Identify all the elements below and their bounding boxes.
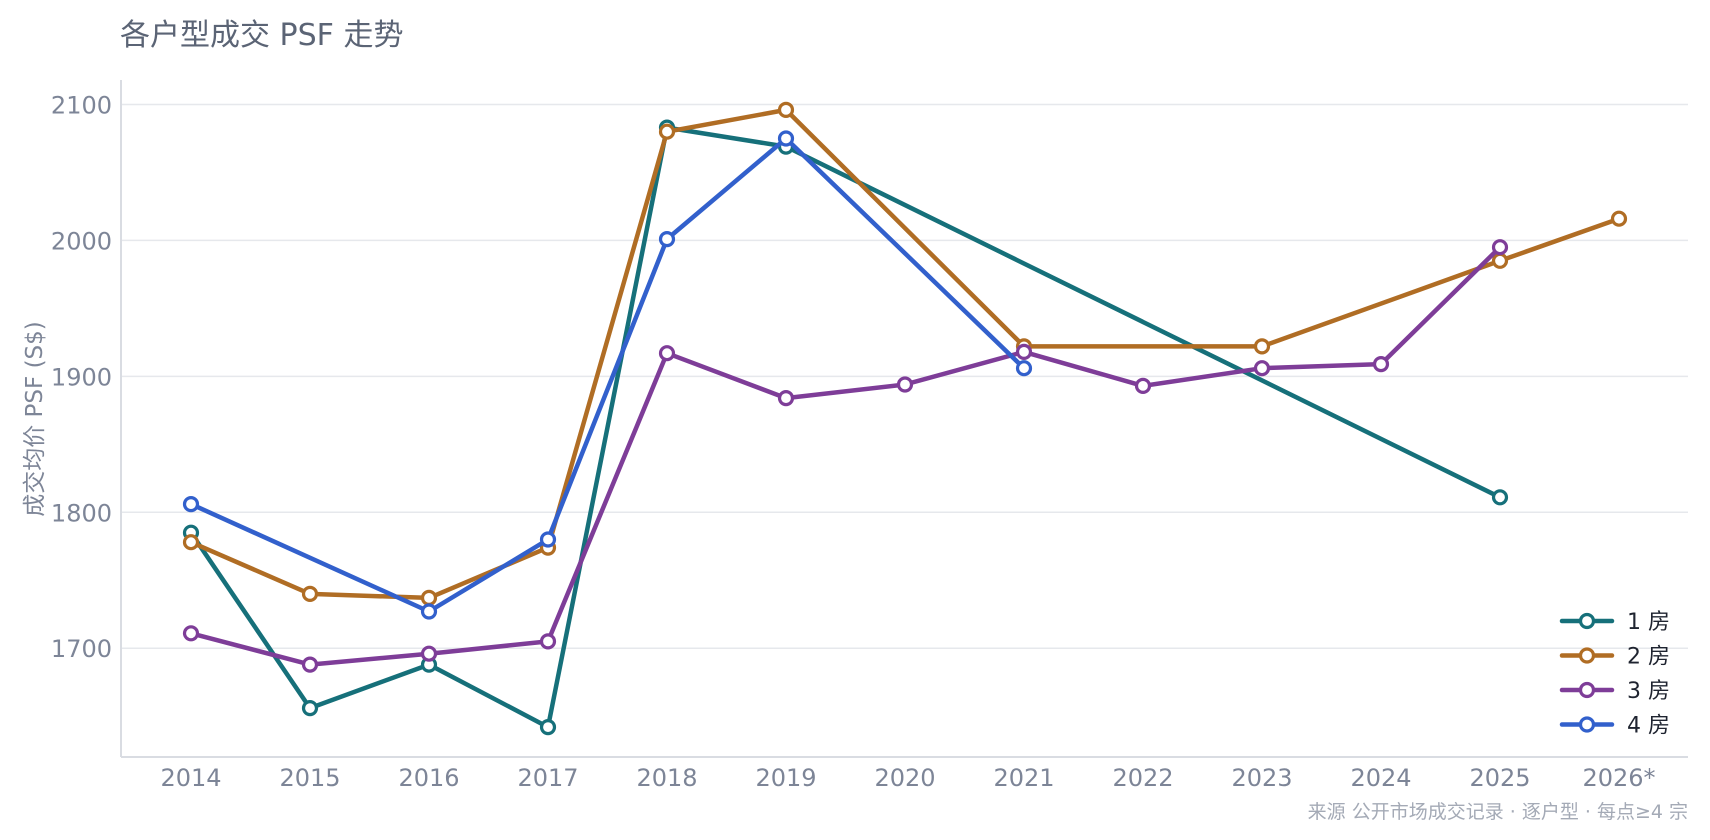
data-point <box>420 645 438 662</box>
data-point <box>539 531 557 548</box>
y-tick-label: 2000 <box>51 227 112 255</box>
x-tick-label: 2024 <box>1350 764 1411 792</box>
y-tick-label: 1800 <box>51 499 112 527</box>
data-point <box>658 123 676 140</box>
legend-item: 2 房 <box>1559 645 1670 670</box>
data-point <box>658 345 676 362</box>
legend-label: 3 房 <box>1627 679 1670 704</box>
gridlines <box>121 103 1688 649</box>
data-point <box>1253 360 1271 377</box>
legend-item: 3 房 <box>1559 679 1670 704</box>
x-tick-label: 2014 <box>160 764 221 792</box>
data-point <box>182 534 200 551</box>
series-line <box>188 136 1027 614</box>
series-1 <box>182 119 1509 736</box>
legend-item: 4 房 <box>1559 714 1670 739</box>
data-point <box>1015 343 1033 360</box>
data-point <box>539 718 557 736</box>
data-point <box>777 101 795 119</box>
x-tick-label: 2022 <box>1112 764 1173 792</box>
series-3 <box>182 239 1509 673</box>
series-4 <box>182 130 1033 620</box>
data-point <box>420 603 438 620</box>
x-axis-ticks: 2014 2015 2016 2017 2018 2019 2020 2021 2022 2023… <box>160 764 1655 792</box>
y-axis-label: 成交均价 PSF (S$) <box>22 321 48 517</box>
data-point <box>301 585 319 603</box>
y-tick-label: 1900 <box>51 363 112 391</box>
legend-swatch-marker <box>1578 681 1596 699</box>
x-tick-label: 2026* <box>1582 764 1655 792</box>
chart-title: 各户型成交 PSF 走势 <box>120 18 403 53</box>
x-tick-label: 2025 <box>1469 764 1530 792</box>
x-tick-label: 2021 <box>993 764 1054 792</box>
legend-swatch-marker <box>1578 716 1596 733</box>
x-tick-label: 2020 <box>874 764 935 792</box>
series-group <box>182 101 1628 736</box>
source-note: 来源 公开市场成交记录 · 逐户型 · 每点≥4 宗 <box>1308 801 1688 823</box>
series-line <box>188 244 1503 667</box>
data-point <box>182 625 200 642</box>
data-point <box>301 656 319 673</box>
y-tick-label: 2100 <box>51 91 112 119</box>
legend-label: 4 房 <box>1627 714 1670 739</box>
data-point <box>1491 239 1509 256</box>
data-point <box>182 496 200 513</box>
legend: 1 房 2 房 3 房 4 房 <box>1559 610 1670 739</box>
x-tick-label: 2016 <box>398 764 459 792</box>
data-point <box>896 376 914 393</box>
data-point <box>301 699 319 717</box>
data-point <box>1134 377 1152 394</box>
data-point <box>1610 210 1628 227</box>
data-point <box>1491 489 1509 506</box>
series-line <box>188 125 1503 730</box>
data-point <box>777 390 795 407</box>
series-line <box>188 107 1622 601</box>
data-point <box>658 231 676 248</box>
series-2 <box>182 101 1628 607</box>
x-tick-label: 2017 <box>517 764 578 792</box>
legend-swatch-marker <box>1578 612 1596 630</box>
legend-label: 1 房 <box>1627 610 1670 635</box>
y-axis-ticks: 1700 1800 1900 2000 2100 <box>51 91 112 663</box>
data-point <box>539 633 557 650</box>
x-tick-label: 2023 <box>1231 764 1292 792</box>
legend-item: 1 房 <box>1559 610 1670 635</box>
x-tick-label: 2018 <box>636 764 697 792</box>
y-tick-label: 1700 <box>51 635 112 663</box>
data-point <box>420 589 438 607</box>
legend-swatch-marker <box>1578 647 1596 664</box>
data-point <box>1253 338 1271 355</box>
x-tick-label: 2019 <box>755 764 816 792</box>
data-point <box>1372 356 1390 373</box>
legend-label: 2 房 <box>1627 645 1670 670</box>
data-point <box>1491 252 1509 269</box>
data-point <box>777 130 795 147</box>
data-point <box>1015 360 1033 377</box>
x-tick-label: 2015 <box>279 764 340 792</box>
